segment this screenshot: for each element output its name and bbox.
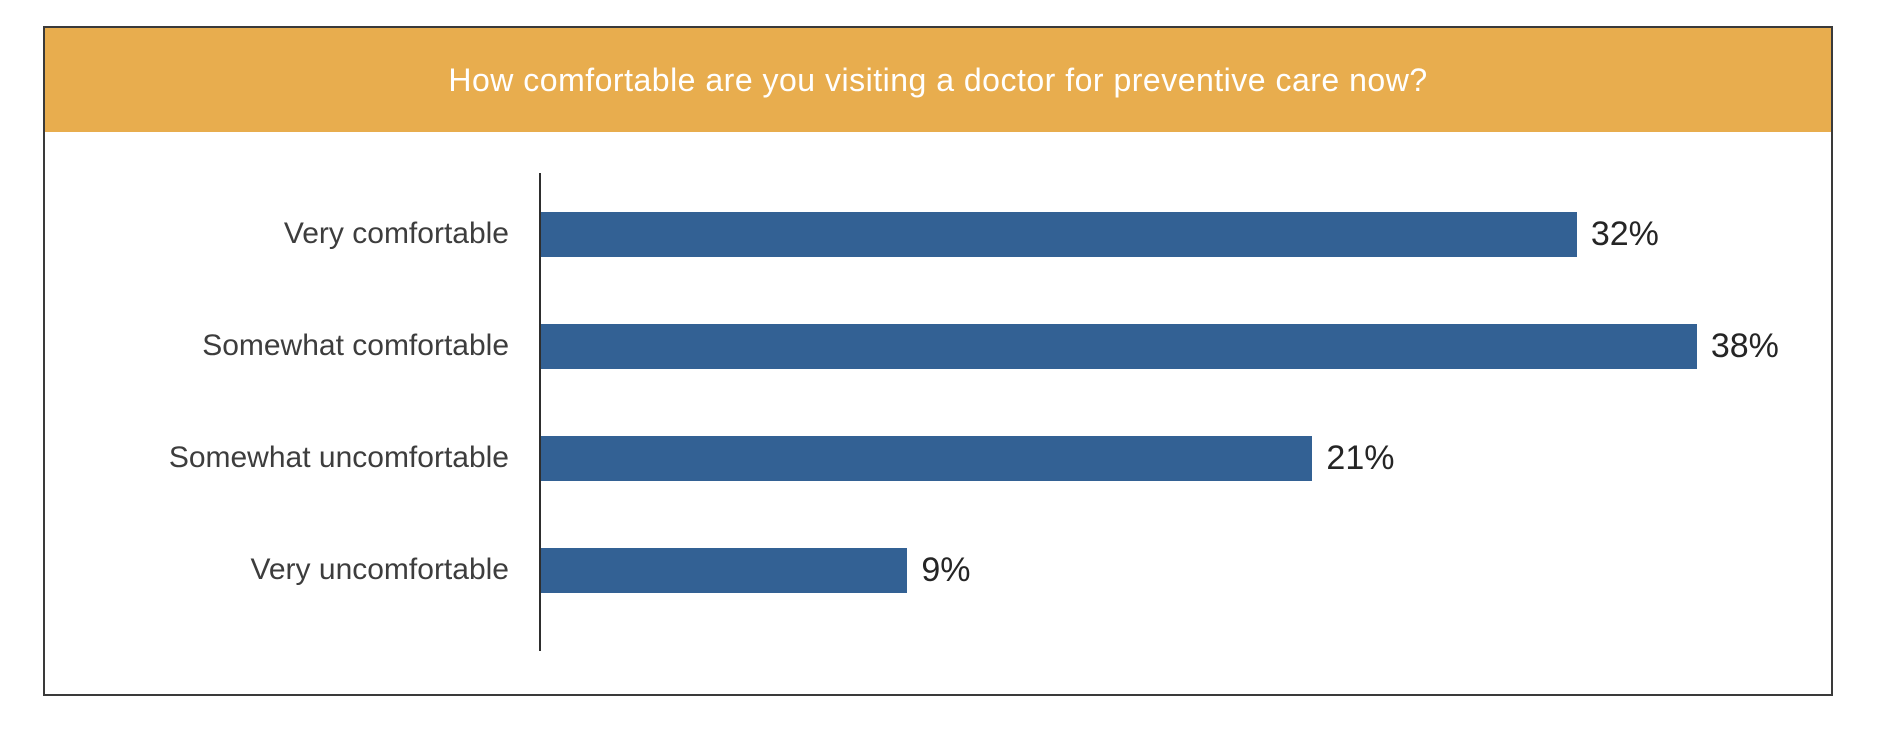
category-label: Very comfortable xyxy=(283,217,509,250)
bar xyxy=(541,211,1577,257)
bar xyxy=(541,323,1697,369)
bar-track: 38% xyxy=(541,323,1831,369)
y-axis-line xyxy=(539,173,541,651)
bar-track: 21% xyxy=(541,435,1831,481)
bar-track: 32% xyxy=(541,211,1831,257)
bar xyxy=(541,435,1313,481)
bar-row: Very uncomfortable 9% xyxy=(45,514,1831,626)
value-label: 38% xyxy=(1710,326,1779,365)
chart-frame: How comfortable are you visiting a docto… xyxy=(43,26,1833,696)
bar-row: Somewhat comfortable 38% xyxy=(45,290,1831,402)
bar-row: Very comfortable 32% xyxy=(45,178,1831,290)
header-band: How comfortable are you visiting a docto… xyxy=(45,28,1831,132)
bar-row: Somewhat uncomfortable 21% xyxy=(45,402,1831,514)
category-label: Very uncomfortable xyxy=(250,553,509,586)
value-label: 21% xyxy=(1326,438,1395,477)
bar-rows: Very comfortable 32% Somewhat comfortabl… xyxy=(45,132,1831,626)
category-label: Somewhat uncomfortable xyxy=(168,441,509,474)
plot-area: Very comfortable 32% Somewhat comfortabl… xyxy=(45,132,1831,694)
bar-track: 9% xyxy=(541,547,1831,593)
category-label: Somewhat comfortable xyxy=(202,329,509,362)
bar xyxy=(541,547,908,593)
value-label: 9% xyxy=(921,550,971,589)
chart-title: How comfortable are you visiting a docto… xyxy=(448,61,1428,98)
value-label: 32% xyxy=(1590,214,1659,253)
